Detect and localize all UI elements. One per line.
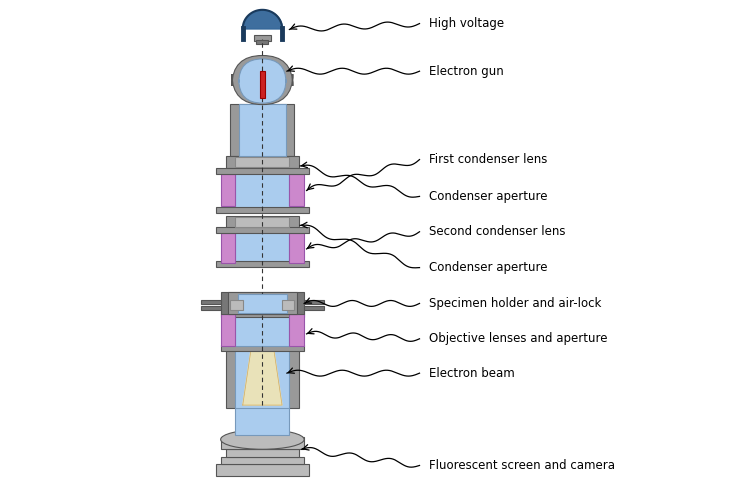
Bar [235,405,289,435]
Bar [221,174,235,206]
Bar [216,261,309,267]
Bar [226,231,299,265]
Bar [221,437,304,449]
Bar [282,300,295,310]
Bar [226,449,299,457]
Bar [216,464,309,476]
Bar [304,306,324,310]
Ellipse shape [221,430,304,449]
Bar [235,314,289,346]
Bar [230,300,243,310]
Bar [260,71,265,98]
Bar [289,174,304,206]
Text: Condenser aperture: Condenser aperture [429,190,548,203]
Bar [201,306,221,310]
Text: Electron beam: Electron beam [429,367,515,380]
Bar [289,233,304,263]
Bar [226,172,299,209]
Bar [235,217,289,227]
FancyBboxPatch shape [232,55,293,105]
Bar [235,349,289,408]
Bar [254,35,271,41]
Text: Electron gun: Electron gun [429,65,504,78]
Bar [216,227,309,233]
Bar [289,314,304,346]
Bar [221,345,304,351]
Text: Specimen holder and air-lock: Specimen holder and air-lock [429,297,602,310]
Bar [228,292,297,314]
Bar [226,349,299,408]
Text: Objective lenses and aperture: Objective lenses and aperture [429,332,608,345]
Text: Fluorescent screen and camera: Fluorescent screen and camera [429,459,616,472]
Bar [230,104,295,156]
Bar [235,231,289,265]
FancyBboxPatch shape [239,59,286,103]
Bar [239,104,286,156]
Bar [216,207,309,213]
Bar [304,300,324,304]
Bar [235,172,289,209]
Bar [235,157,289,167]
Bar [257,40,268,44]
Text: First condenser lens: First condenser lens [429,153,548,166]
Bar [226,156,299,168]
Bar [226,216,299,228]
Text: Condenser aperture: Condenser aperture [429,261,548,274]
Bar [201,300,221,304]
Bar [221,233,235,263]
Bar [238,294,287,313]
Text: High voltage: High voltage [429,17,504,30]
Bar [221,314,235,346]
Bar [216,168,309,174]
Text: Second condenser lens: Second condenser lens [429,225,566,238]
Polygon shape [243,300,282,405]
Bar [221,311,304,317]
Bar [221,292,304,314]
Bar [221,457,304,464]
